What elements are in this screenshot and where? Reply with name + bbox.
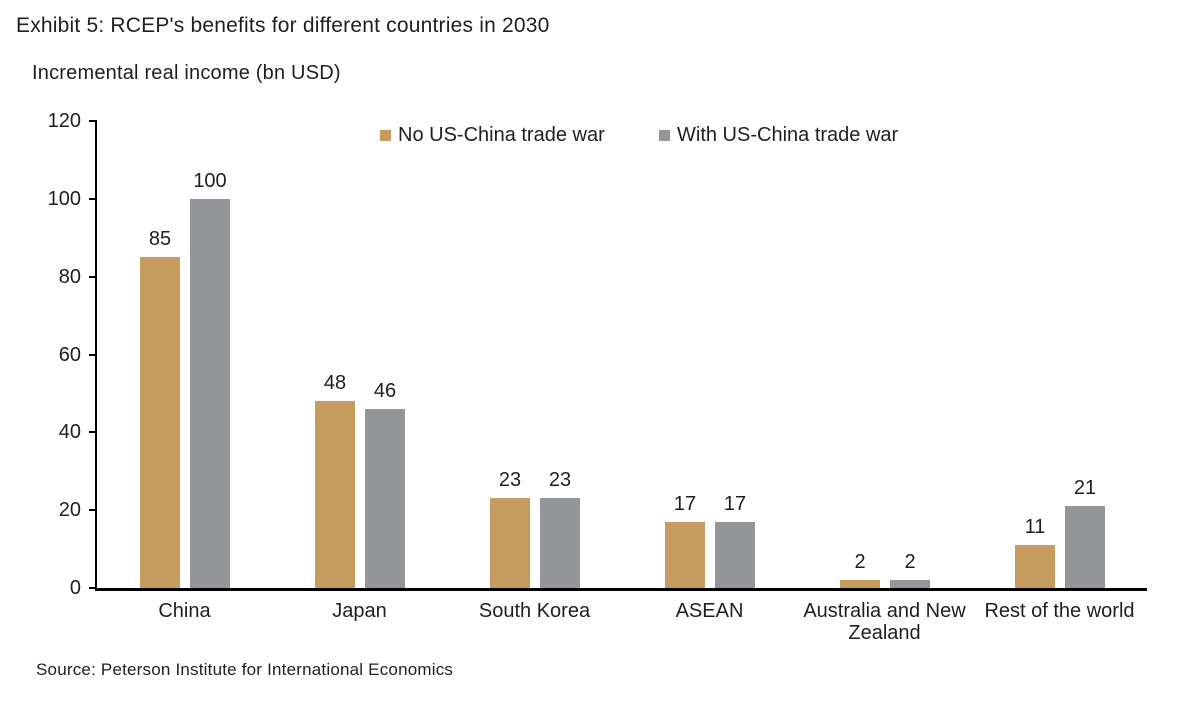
x-axis-label-japan: Japan <box>332 600 387 622</box>
y-tick-label-100: 100 <box>47 187 81 210</box>
value-label: 85 <box>148 228 172 250</box>
value-label: 23 <box>548 469 572 491</box>
bar-no-trade-war-china <box>140 257 180 588</box>
bar-with-trade-war-asean <box>715 522 755 588</box>
value-label: 21 <box>1073 477 1097 499</box>
y-tick-label-20: 20 <box>58 499 81 522</box>
legend-item-no-trade-war: No US-China trade war <box>380 123 605 147</box>
bar-no-trade-war-japan <box>315 401 355 588</box>
y-tick-label-40: 40 <box>58 421 81 444</box>
legend-label: With US-China trade war <box>677 123 899 146</box>
legend-item-with-trade-war: With US-China trade war <box>659 123 898 147</box>
legend-swatch-with-trade-war <box>659 129 670 141</box>
value-label: 46 <box>373 380 397 402</box>
value-label: 23 <box>498 469 522 491</box>
bar-with-trade-war-rest-of-the-world <box>1065 506 1105 588</box>
value-label: 2 <box>904 551 916 573</box>
x-axis-label-rest-of-the-world: Rest of the world <box>984 600 1135 622</box>
y-tick-mark-0 <box>89 587 97 589</box>
y-tick-label-60: 60 <box>58 343 81 366</box>
bar-no-trade-war-south-korea <box>490 498 530 588</box>
bar-with-trade-war-south-korea <box>540 498 580 588</box>
bar-with-trade-war-japan <box>365 409 405 588</box>
y-tick-label-80: 80 <box>58 265 81 288</box>
y-tick-mark-120 <box>89 120 97 122</box>
y-axis-title: Incremental real income (bn USD) <box>32 62 341 84</box>
x-axis-label-china: China <box>158 600 211 622</box>
y-tick-label-120: 120 <box>47 110 81 132</box>
bar-no-trade-war-asean <box>665 522 705 588</box>
x-axis-label-asean: ASEAN <box>675 600 744 622</box>
y-tick-mark-40 <box>89 431 97 434</box>
source-note: Source: Peterson Institute for Internati… <box>36 660 454 679</box>
bar-no-trade-war-australia-and-new-zealand <box>840 580 880 588</box>
y-tick-mark-100 <box>89 197 97 200</box>
exhibit-title: Exhibit 5: RCEP's benefits for different… <box>16 14 550 37</box>
legend-swatch-no-trade-war <box>380 129 391 141</box>
value-label: 17 <box>673 493 697 515</box>
y-tick-label-0: 0 <box>69 577 81 599</box>
bar-with-trade-war-china <box>190 199 230 588</box>
bar-with-trade-war-australia-and-new-zealand <box>890 580 930 588</box>
value-label: 2 <box>854 551 866 573</box>
value-label: 17 <box>723 493 747 515</box>
y-tick-mark-60 <box>89 353 97 356</box>
x-axis-label-australia-and-new-zealand: Australia and New Zealand <box>803 600 966 644</box>
bar-no-trade-war-rest-of-the-world <box>1015 545 1055 588</box>
value-label: 48 <box>323 372 347 394</box>
x-axis-label-south-korea: South Korea <box>478 600 591 622</box>
y-tick-mark-80 <box>89 275 97 278</box>
y-tick-mark-20 <box>89 509 97 512</box>
value-label: 100 <box>193 170 227 192</box>
plot-area: No US-China trade war With US-China trad… <box>48 110 1147 644</box>
value-label: 11 <box>1024 516 1046 538</box>
legend-label: No US-China trade war <box>398 123 605 146</box>
